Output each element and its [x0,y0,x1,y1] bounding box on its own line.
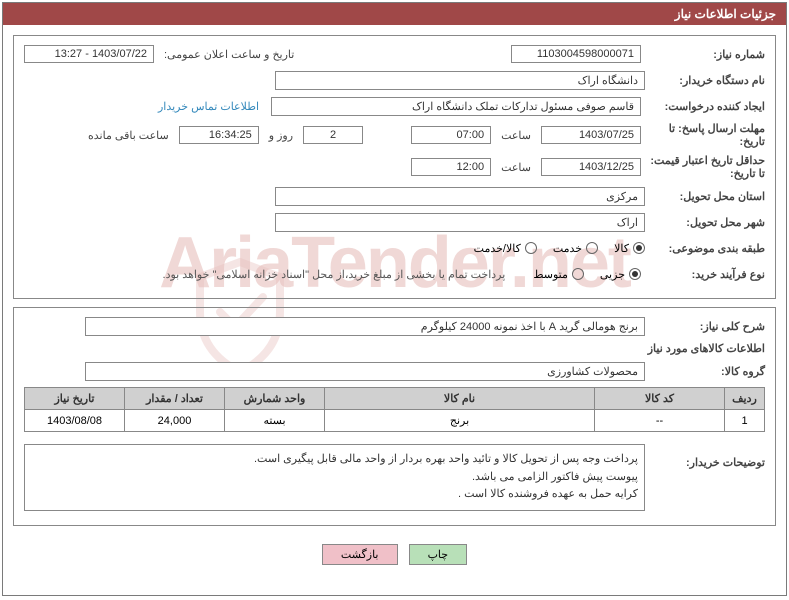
buyer-notes-line1: پرداخت وجه پس از تحویل کالا و تائید واحد… [31,451,638,469]
province-field: مرکزی [275,187,645,206]
th-row: ردیف [725,388,765,410]
row-need-number: شماره نیاز: 1103004598000071 تاریخ و ساع… [24,44,765,64]
days-field: 2 [303,126,363,144]
back-button[interactable]: بازگشت [322,544,398,565]
deadline-time-field: 07:00 [411,126,491,144]
city-label: شهر محل تحویل: [645,216,765,229]
cell-code: -- [595,410,725,432]
summary-field: برنج هومالی گرید A با اخذ نمونه 24000 کی… [85,317,645,336]
th-date: تاریخ نیاز [25,388,125,410]
row-buyer-notes: توضیحات خریدار: پرداخت وجه پس از تحویل ک… [24,438,765,511]
table-header-row: ردیف کد کالا نام کالا واحد شمارش تعداد /… [25,388,765,410]
radio-service-label: خدمت [553,242,582,255]
cell-date: 1403/08/08 [25,410,125,432]
cell-row: 1 [725,410,765,432]
buyer-label: نام دستگاه خریدار: [645,74,765,87]
row-deadline: مهلت ارسال پاسخ: تا تاریخ: 1403/07/25 سا… [24,122,765,148]
main-panel: جزئیات اطلاعات نیاز شماره نیاز: 11030045… [2,2,787,596]
requester-field: قاسم صوفی مسئول تدارکات تملک دانشگاه ارا… [271,97,641,116]
section-details: شرح کلی نیاز: برنج هومالی گرید A با اخذ … [13,307,776,526]
contact-link[interactable]: اطلاعات تماس خریدار [158,100,259,113]
radio-medium-item[interactable]: متوسط [533,268,584,281]
buyer-field: دانشگاه اراک [275,71,645,90]
row-city: شهر محل تحویل: اراک [24,212,765,232]
category-label: طبقه بندی موضوعی: [645,242,765,255]
radio-goods-icon [633,242,645,254]
process-radio-group: جزیی متوسط [533,268,641,281]
radio-both-item[interactable]: کالا/خدمت [474,242,537,255]
th-unit: واحد شمارش [225,388,325,410]
requester-label: ایجاد کننده درخواست: [645,100,765,113]
radio-both-label: کالا/خدمت [474,242,521,255]
th-qty: تعداد / مقدار [125,388,225,410]
remaining-label: ساعت باقی مانده [88,129,169,142]
time-label-1: ساعت [501,129,531,142]
row-summary: شرح کلی نیاز: برنج هومالی گرید A با اخذ … [24,316,765,336]
province-label: استان محل تحویل: [645,190,765,203]
deadline-label: مهلت ارسال پاسخ: تا تاریخ: [645,122,765,148]
button-bar: چاپ بازگشت [13,534,776,569]
validity-date-field: 1403/12/25 [541,158,641,176]
radio-medium-label: متوسط [533,268,568,281]
table-row: 1 -- برنج بسته 24,000 1403/08/08 [25,410,765,432]
radio-partial-label: جزیی [600,268,625,281]
radio-service-item[interactable]: خدمت [553,242,598,255]
panel-content: شماره نیاز: 1103004598000071 تاریخ و ساع… [3,25,786,579]
th-code: کد کالا [595,388,725,410]
panel-header: جزئیات اطلاعات نیاز [3,3,786,25]
radio-goods-item[interactable]: کالا [614,242,645,255]
need-no-label: شماره نیاز: [645,48,765,61]
row-province: استان محل تحویل: مرکزی [24,186,765,206]
need-no-field: 1103004598000071 [511,45,641,63]
category-radio-group: کالا خدمت کالا/خدمت [474,242,645,255]
validity-label: حداقل تاریخ اعتبار قیمت: تا تاریخ: [645,154,765,180]
buyer-notes-line3: کرایه حمل به عهده فروشنده کالا است . [31,486,638,504]
group-field: محصولات کشاورزی [85,362,645,381]
row-requester: ایجاد کننده درخواست: قاسم صوفی مسئول تدا… [24,96,765,116]
summary-label: شرح کلی نیاز: [645,320,765,333]
radio-both-icon [525,242,537,254]
announce-label: تاریخ و ساعت اعلان عمومی: [164,48,294,61]
radio-medium-icon [572,268,584,280]
row-buyer: نام دستگاه خریدار: دانشگاه اراک [24,70,765,90]
validity-time-field: 12:00 [411,158,491,176]
countdown-field: 16:34:25 [179,126,259,144]
radio-service-icon [586,242,598,254]
buyer-notes-label: توضیحات خریدار: [645,438,765,469]
row-group: گروه کالا: محصولات کشاورزی [24,361,765,381]
radio-goods-label: کالا [614,242,629,255]
items-table: ردیف کد کالا نام کالا واحد شمارش تعداد /… [24,387,765,432]
buyer-notes-line2: پیوست پیش فاکتور الزامی می باشد. [31,469,638,487]
process-label: نوع فرآیند خرید: [645,268,765,281]
deadline-date-field: 1403/07/25 [541,126,641,144]
radio-partial-item[interactable]: جزیی [600,268,641,281]
cell-qty: 24,000 [125,410,225,432]
th-name: نام کالا [325,388,595,410]
cell-unit: بسته [225,410,325,432]
panel-title: جزئیات اطلاعات نیاز [675,7,776,21]
items-title: اطلاعات کالاهای مورد نیاز [24,342,765,355]
announce-field: 1403/07/22 - 13:27 [24,45,154,63]
city-field: اراک [275,213,645,232]
group-label: گروه کالا: [645,365,765,378]
process-note: پرداخت تمام یا بخشی از مبلغ خرید،از محل … [163,268,506,281]
cell-name: برنج [325,410,595,432]
days-label: روز و [269,129,293,142]
section-general: شماره نیاز: 1103004598000071 تاریخ و ساع… [13,35,776,299]
row-validity: حداقل تاریخ اعتبار قیمت: تا تاریخ: 1403/… [24,154,765,180]
print-button[interactable]: چاپ [409,544,468,565]
time-label-2: ساعت [501,161,531,174]
row-process: نوع فرآیند خرید: جزیی متوسط پرداخت تمام … [24,264,765,284]
radio-partial-icon [629,268,641,280]
row-category: طبقه بندی موضوعی: کالا خدمت کالا/خدمت [24,238,765,258]
buyer-notes-box: پرداخت وجه پس از تحویل کالا و تائید واحد… [24,444,645,511]
